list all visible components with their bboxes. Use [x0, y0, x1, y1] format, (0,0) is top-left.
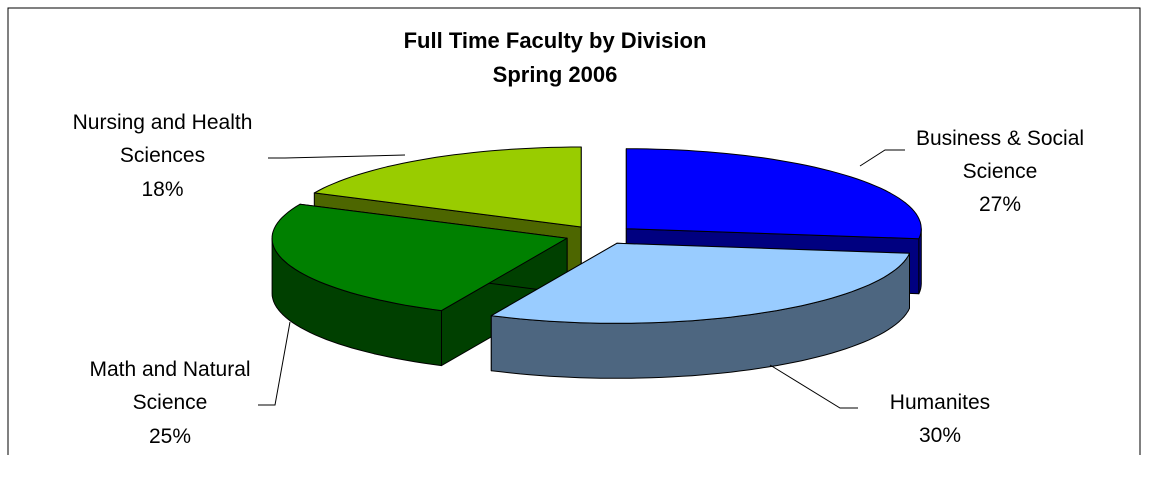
slice-label: Math and Natural Science	[89, 358, 251, 414]
pie	[271, 146, 922, 379]
slice-value-label: 30%	[918, 424, 962, 447]
slice	[490, 242, 910, 324]
slice	[313, 146, 582, 228]
frame	[7, 7, 1141, 455]
slice-label: Business & Social Science	[915, 127, 1085, 183]
slice-label: Nursing and Health Sciences	[72, 111, 253, 167]
chart-subtitle: Spring 2006	[492, 62, 618, 87]
leader-line	[268, 154, 406, 159]
slice-value-label: 25%	[148, 425, 192, 448]
slice-label: Humanites	[889, 391, 991, 414]
slice-value-label: 18%	[141, 178, 184, 201]
leader-line	[258, 321, 291, 406]
leader-line	[859, 149, 905, 167]
slice	[271, 203, 568, 312]
leader-line	[769, 364, 858, 409]
chart-title: Full Time Faculty by Division	[403, 28, 707, 53]
slice	[625, 148, 922, 240]
slice-value-label: 27%	[978, 193, 1022, 216]
